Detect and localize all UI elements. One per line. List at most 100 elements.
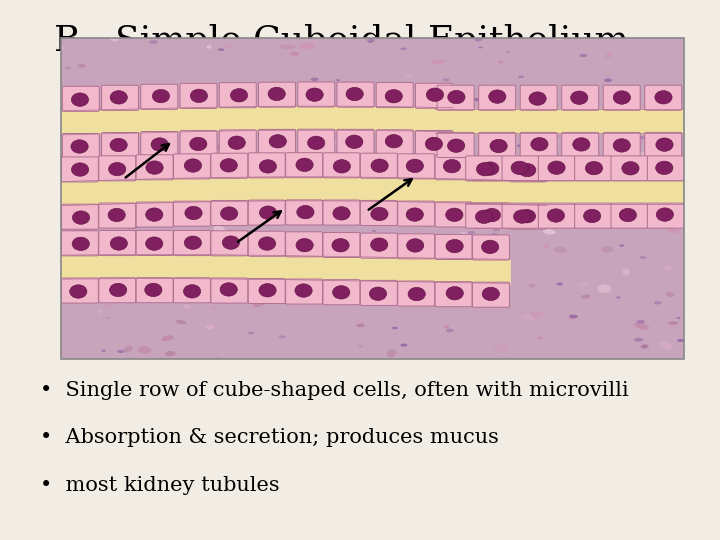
Ellipse shape	[507, 199, 519, 207]
Ellipse shape	[513, 210, 531, 223]
FancyBboxPatch shape	[575, 203, 612, 228]
Ellipse shape	[190, 89, 207, 103]
Ellipse shape	[390, 258, 400, 262]
Ellipse shape	[284, 209, 294, 216]
Ellipse shape	[420, 154, 425, 158]
Ellipse shape	[672, 109, 679, 113]
Ellipse shape	[77, 180, 85, 185]
FancyBboxPatch shape	[99, 156, 136, 181]
Ellipse shape	[634, 184, 643, 187]
Ellipse shape	[336, 165, 343, 167]
Ellipse shape	[427, 140, 432, 143]
Ellipse shape	[418, 220, 431, 227]
Ellipse shape	[469, 37, 473, 39]
FancyBboxPatch shape	[61, 157, 99, 182]
Ellipse shape	[567, 315, 575, 320]
Ellipse shape	[297, 205, 314, 219]
Ellipse shape	[559, 169, 567, 173]
FancyBboxPatch shape	[466, 156, 503, 181]
Ellipse shape	[492, 226, 498, 229]
Ellipse shape	[181, 234, 197, 241]
Ellipse shape	[145, 283, 162, 296]
Ellipse shape	[149, 40, 158, 44]
Ellipse shape	[454, 299, 472, 306]
Ellipse shape	[444, 161, 448, 164]
Ellipse shape	[303, 189, 315, 197]
FancyBboxPatch shape	[102, 132, 138, 158]
Ellipse shape	[451, 198, 461, 202]
Ellipse shape	[310, 78, 319, 81]
Ellipse shape	[117, 350, 125, 353]
Ellipse shape	[133, 299, 141, 302]
Ellipse shape	[419, 270, 423, 272]
Ellipse shape	[622, 161, 639, 175]
Ellipse shape	[664, 266, 671, 270]
FancyBboxPatch shape	[248, 153, 285, 178]
FancyBboxPatch shape	[99, 231, 136, 255]
Ellipse shape	[431, 94, 440, 98]
Ellipse shape	[572, 106, 580, 110]
Ellipse shape	[613, 91, 631, 104]
Ellipse shape	[356, 323, 365, 327]
Ellipse shape	[161, 121, 168, 123]
Ellipse shape	[594, 204, 605, 210]
Ellipse shape	[521, 314, 535, 320]
Ellipse shape	[229, 93, 235, 96]
Ellipse shape	[98, 310, 102, 313]
FancyBboxPatch shape	[502, 156, 539, 181]
Ellipse shape	[642, 180, 647, 183]
Ellipse shape	[279, 335, 286, 338]
Ellipse shape	[346, 135, 363, 148]
Ellipse shape	[499, 305, 504, 307]
Ellipse shape	[289, 51, 300, 56]
Ellipse shape	[656, 208, 673, 221]
Ellipse shape	[189, 137, 207, 151]
Ellipse shape	[204, 325, 215, 329]
FancyBboxPatch shape	[102, 85, 138, 110]
Ellipse shape	[184, 285, 201, 298]
FancyBboxPatch shape	[337, 130, 374, 154]
Ellipse shape	[379, 167, 389, 171]
Ellipse shape	[145, 208, 163, 221]
FancyBboxPatch shape	[437, 85, 474, 110]
FancyBboxPatch shape	[286, 232, 323, 257]
Ellipse shape	[122, 202, 127, 204]
FancyBboxPatch shape	[479, 85, 516, 110]
Ellipse shape	[253, 302, 264, 307]
Ellipse shape	[227, 289, 238, 295]
Ellipse shape	[190, 161, 197, 164]
Ellipse shape	[156, 85, 168, 92]
Ellipse shape	[480, 157, 495, 165]
Ellipse shape	[293, 206, 307, 213]
Ellipse shape	[390, 282, 400, 286]
FancyBboxPatch shape	[61, 278, 99, 303]
FancyBboxPatch shape	[360, 280, 397, 306]
Ellipse shape	[103, 123, 113, 127]
Ellipse shape	[473, 98, 481, 102]
Ellipse shape	[668, 321, 678, 325]
Ellipse shape	[207, 45, 212, 49]
FancyBboxPatch shape	[323, 153, 360, 178]
FancyBboxPatch shape	[437, 132, 474, 158]
FancyBboxPatch shape	[603, 132, 640, 158]
Ellipse shape	[194, 222, 202, 227]
Ellipse shape	[215, 246, 221, 250]
FancyBboxPatch shape	[63, 133, 99, 159]
Ellipse shape	[161, 120, 170, 124]
Ellipse shape	[605, 53, 612, 58]
Ellipse shape	[184, 236, 202, 249]
Ellipse shape	[517, 144, 523, 147]
Ellipse shape	[443, 78, 449, 82]
Ellipse shape	[102, 350, 106, 352]
Ellipse shape	[402, 275, 408, 280]
Ellipse shape	[306, 88, 323, 102]
Ellipse shape	[518, 210, 536, 223]
Ellipse shape	[438, 128, 444, 130]
Ellipse shape	[482, 287, 500, 301]
Ellipse shape	[110, 138, 127, 152]
Ellipse shape	[555, 37, 562, 40]
Ellipse shape	[616, 296, 621, 299]
Ellipse shape	[76, 259, 84, 262]
FancyBboxPatch shape	[562, 85, 599, 110]
FancyBboxPatch shape	[286, 200, 323, 225]
